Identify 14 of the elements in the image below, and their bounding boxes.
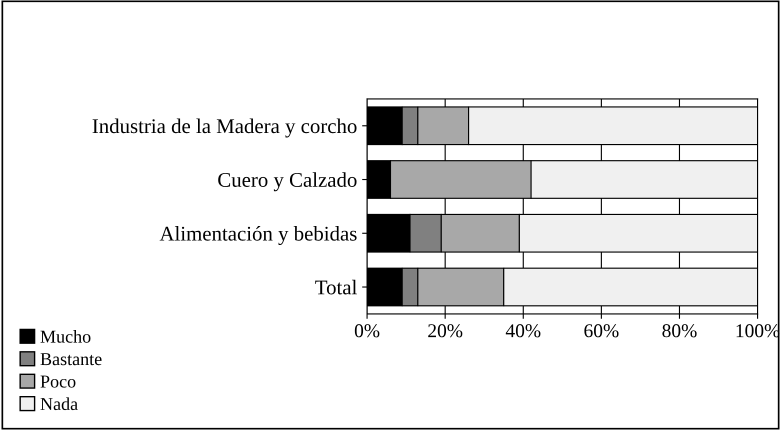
- y-tick-label: Total: [315, 280, 357, 294]
- x-tick-label: 0%: [354, 324, 380, 338]
- legend-label: Bastante: [40, 353, 102, 366]
- x-tick-label: 60%: [584, 324, 619, 338]
- y-tick-label: Cuero y Calzado: [218, 172, 357, 192]
- legend-label: Nada: [40, 397, 78, 410]
- x-tick-label: 100%: [736, 324, 780, 338]
- y-tick-label: Industria de la Madera y corcho: [92, 118, 357, 138]
- legend-label: Mucho: [40, 330, 90, 343]
- x-tick-label: 80%: [662, 324, 697, 338]
- legend-label: Poco: [40, 376, 76, 388]
- x-tick-label: 20%: [428, 324, 462, 338]
- y-tick-label: Alimentación y bebidas: [160, 226, 357, 246]
- x-tick-label: 40%: [506, 324, 540, 338]
